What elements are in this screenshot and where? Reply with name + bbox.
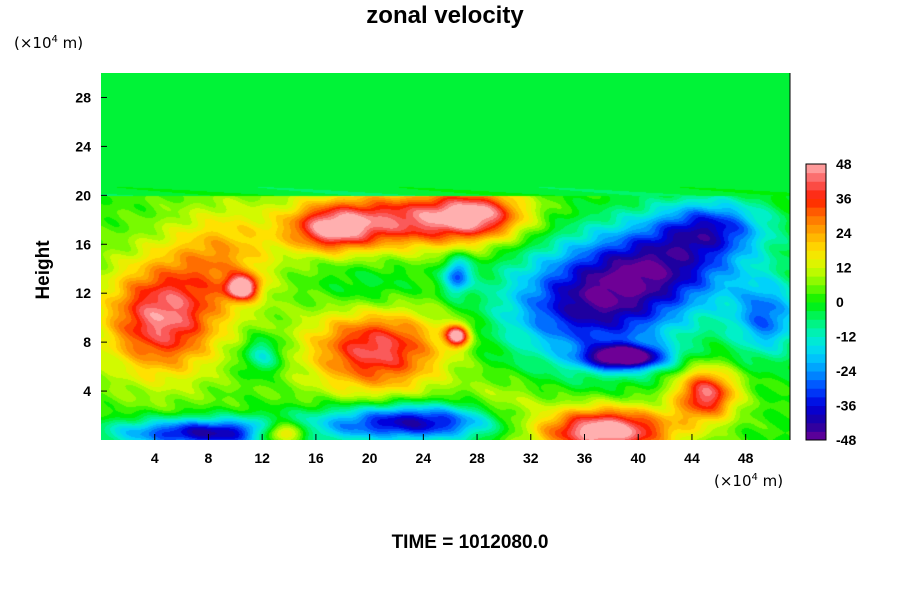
chart-title: zonal velocity [366,2,524,29]
x-tick-label: 40 [630,450,646,466]
x-tick-label: 16 [308,450,324,466]
colorbar-tick-label: 48 [836,156,852,172]
colorbar-tick-label: 24 [836,225,852,241]
heatmap-plot-area [101,73,791,440]
colorbar-band [806,388,826,398]
colorbar-tick-label: 36 [836,191,852,207]
x-tick-label: 28 [469,450,485,466]
colorbar-tick-label: 0 [836,294,844,310]
x-tick-label: 4 [151,450,159,466]
colorbar-band [806,327,826,337]
x-tick-label: 20 [362,450,378,466]
colorbar-tick-label: -48 [836,432,856,448]
x-tick-label: 44 [684,450,700,466]
time-label: TIME = 1012080.0 [391,532,549,553]
y-tick-label: 12 [75,285,91,301]
y-tick-label: 24 [75,138,91,154]
colorbar-band [806,215,826,225]
colorbar-tick-label: -12 [836,329,856,345]
x-tick-label: 8 [205,450,213,466]
colorbar-band [806,250,826,260]
colorbar-band [806,198,826,208]
colorbar-band [806,189,826,199]
colorbar-band [806,414,826,424]
colorbar-band [806,267,826,277]
colorbar-frame [805,163,827,441]
x-tick-label: 12 [254,450,270,466]
x-axis-unit: (×104 m) [714,472,784,490]
y-tick-label: 16 [75,236,91,252]
colorbar-band [806,379,826,389]
y-tick-label: 28 [75,89,91,105]
colorbar-band [806,241,826,251]
x-axis-ticks: 4 8 12 16 20 24 28 32 36 40 44 48 [151,434,754,466]
colorbar-band [806,181,826,191]
colorbar-band [806,164,826,174]
colorbar-tick-label: -36 [836,398,856,414]
colorbar-band [806,224,826,234]
colorbar-tick-label: -24 [836,363,856,379]
colorbar-band [806,422,826,432]
colorbar-band [806,336,826,346]
colorbar-band [806,362,826,372]
y-tick-label: 4 [83,383,91,399]
x-tick-label: 48 [738,450,754,466]
colorbar-band [806,319,826,329]
colorbar-band [806,207,826,217]
colorbar-band [806,258,826,268]
y-axis-ticks: 4 8 12 16 20 24 28 [75,89,107,399]
colorbar-band [806,284,826,294]
heatmap-field [101,73,790,440]
colorbar-band [806,293,826,303]
y-axis-unit: (×104 m) [14,34,84,52]
colorbar-band [806,233,826,243]
colorbar-band [806,172,826,182]
y-axis-label: Height [33,240,54,300]
x-tick-label: 32 [523,450,539,466]
colorbar-band [806,396,826,406]
y-tick-label: 20 [75,187,91,203]
colorbar-band [806,371,826,381]
colorbar-band [806,310,826,320]
colorbar-band [806,431,826,441]
colorbar-band [806,276,826,286]
colorbar-band [806,345,826,355]
colorbar: 48 36 24 12 0 -12 -24 -36 -48 [805,156,856,448]
colorbar-band [806,405,826,415]
colorbar-band [806,353,826,363]
y-tick-label: 8 [83,334,91,350]
colorbar-tick-label: 12 [836,260,852,276]
x-tick-label: 24 [416,450,432,466]
x-tick-label: 36 [577,450,593,466]
colorbar-band [806,302,826,312]
